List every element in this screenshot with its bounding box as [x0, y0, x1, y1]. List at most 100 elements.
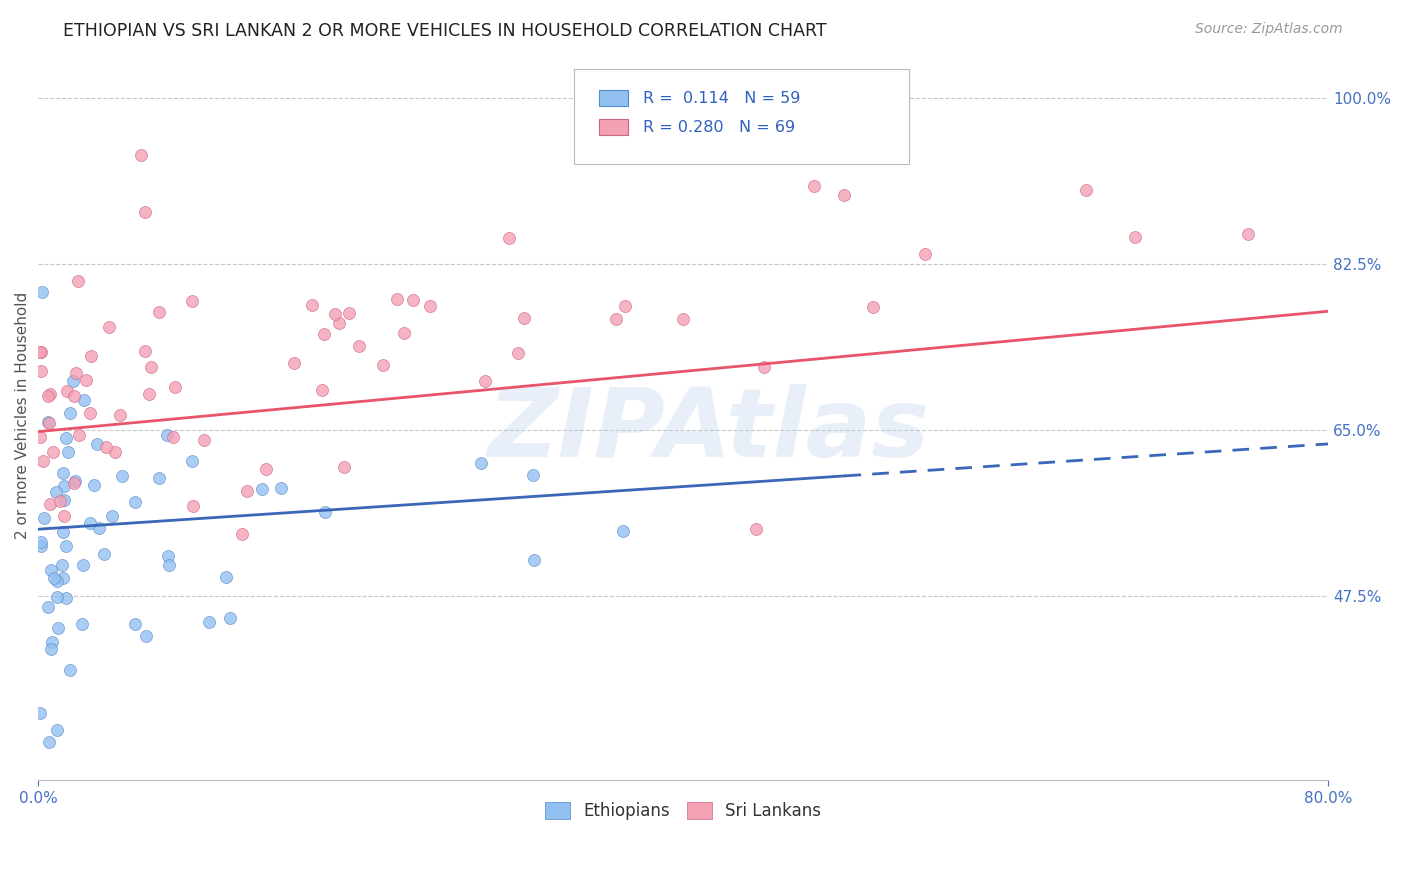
Point: [402, 293, 425, 307]
Point: [744, 522, 766, 536]
Point: [523, 553, 546, 567]
Point: [914, 247, 936, 261]
Point: [219, 610, 242, 624]
Point: [83, 478, 105, 492]
Point: [332, 460, 354, 475]
Point: [75, 373, 97, 387]
Point: [323, 307, 346, 321]
Point: [39, 562, 62, 576]
Point: [45, 574, 67, 589]
Point: [52, 571, 75, 585]
Point: [41, 635, 63, 649]
Point: [52, 524, 75, 539]
Point: [474, 374, 496, 388]
Point: [513, 311, 536, 326]
Point: [58, 663, 80, 677]
Point: [30, 344, 52, 359]
Point: [385, 292, 408, 306]
Point: [28, 706, 51, 721]
Point: [157, 549, 180, 563]
Point: [312, 326, 335, 341]
Point: [803, 179, 825, 194]
Point: [59, 406, 82, 420]
Point: [30, 364, 52, 378]
Point: [612, 524, 634, 539]
Point: [165, 380, 187, 394]
Point: [79, 516, 101, 530]
Point: [86, 437, 108, 451]
Point: [58, 445, 80, 459]
Point: [1076, 183, 1098, 197]
Point: [38, 735, 60, 749]
Point: [254, 461, 277, 475]
Point: [30, 540, 52, 554]
Point: [148, 304, 170, 318]
Point: [41, 642, 63, 657]
Point: [470, 456, 492, 470]
Text: ETHIOPIAN VS SRI LANKAN 2 OR MORE VEHICLES IN HOUSEHOLD CORRELATION CHART: ETHIOPIAN VS SRI LANKAN 2 OR MORE VEHICL…: [63, 22, 827, 40]
Point: [100, 509, 122, 524]
Point: [394, 326, 416, 340]
Point: [51, 558, 73, 572]
Point: [70, 617, 93, 632]
Point: [347, 339, 370, 353]
Point: [110, 408, 132, 422]
Point: [28, 430, 51, 444]
Point: [198, 615, 221, 630]
Point: [31, 285, 53, 300]
Point: [73, 393, 96, 408]
Point: [45, 484, 67, 499]
Point: [1123, 229, 1146, 244]
Point: [498, 231, 520, 245]
Point: [328, 316, 350, 330]
Point: [104, 445, 127, 459]
Point: [63, 475, 86, 490]
Point: [30, 535, 52, 549]
Point: [1236, 227, 1258, 242]
Point: [134, 204, 156, 219]
Point: [37, 415, 59, 429]
Point: [39, 497, 62, 511]
Point: [311, 384, 333, 398]
Point: [314, 505, 336, 519]
Point: [53, 509, 76, 524]
Point: [129, 148, 152, 162]
Point: [181, 454, 204, 468]
Point: [93, 547, 115, 561]
Point: [62, 389, 84, 403]
Point: [250, 483, 273, 497]
Point: [65, 367, 87, 381]
Point: [41, 445, 63, 459]
Text: Source: ZipAtlas.com: Source: ZipAtlas.com: [1195, 22, 1343, 37]
Point: [862, 301, 884, 315]
Point: [134, 344, 156, 359]
Point: [62, 375, 84, 389]
Point: [193, 433, 215, 447]
Point: [37, 599, 59, 614]
Point: [28, 344, 51, 359]
Y-axis label: 2 or more Vehicles in Household: 2 or more Vehicles in Household: [15, 292, 30, 539]
Text: ZIPAtlas: ZIPAtlas: [488, 384, 931, 476]
Point: [65, 474, 87, 488]
Text: R = 0.280   N = 69: R = 0.280 N = 69: [644, 120, 796, 135]
Point: [72, 558, 94, 573]
Point: [80, 349, 103, 363]
Point: [181, 499, 204, 513]
Legend: Ethiopians, Sri Lankans: Ethiopians, Sri Lankans: [538, 795, 828, 827]
Point: [337, 306, 360, 320]
Point: [135, 629, 157, 643]
Point: [236, 484, 259, 499]
Point: [155, 428, 177, 442]
Point: [38, 417, 60, 431]
Point: [89, 521, 111, 535]
Point: [55, 539, 77, 553]
FancyBboxPatch shape: [574, 69, 908, 164]
Point: [834, 187, 856, 202]
Point: [79, 406, 101, 420]
Point: [124, 495, 146, 509]
Point: [162, 429, 184, 443]
Point: [157, 558, 180, 573]
Point: [42, 571, 65, 585]
Point: [66, 274, 89, 288]
Point: [110, 468, 132, 483]
